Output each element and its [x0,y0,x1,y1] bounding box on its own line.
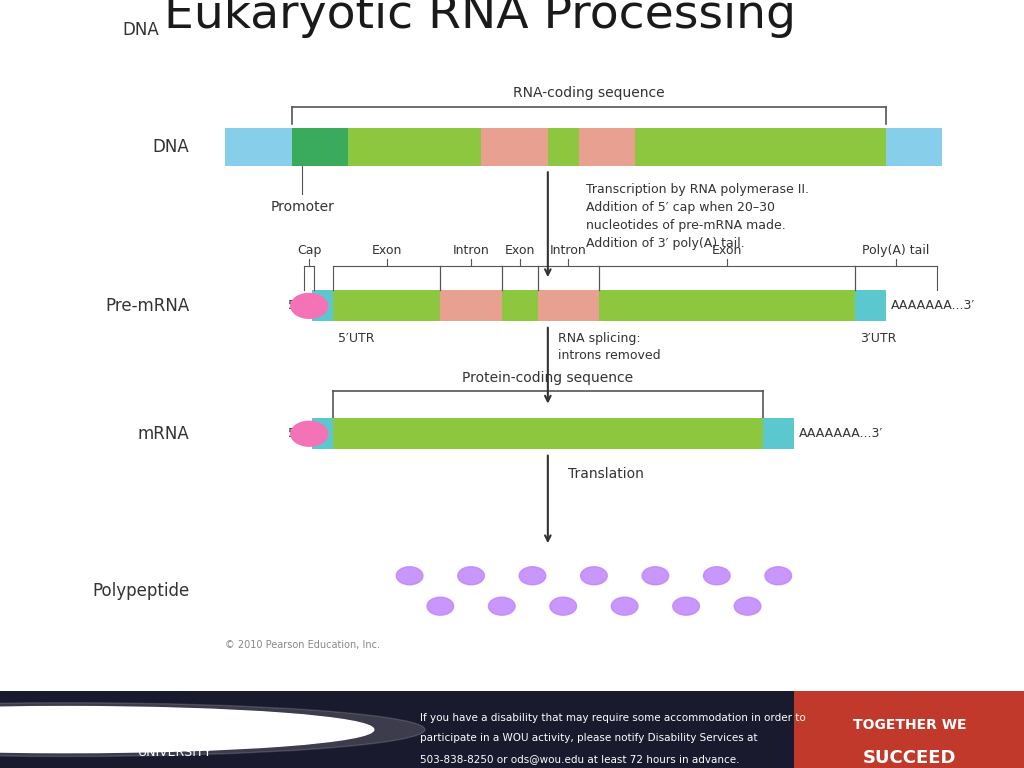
Circle shape [458,567,484,584]
Circle shape [0,707,374,753]
Text: Western Oregon: Western Oregon [138,716,303,733]
Text: Intron: Intron [453,244,489,257]
FancyBboxPatch shape [440,290,502,321]
Text: UNIVERSITY: UNIVERSITY [138,746,213,760]
Text: Transcription by RNA polymerase II.
Addition of 5′ cap when 20–30
nucleotides of: Transcription by RNA polymerase II. Addi… [586,183,809,250]
Text: Eukaryotic RNA Processing: Eukaryotic RNA Processing [164,0,796,38]
Text: 5′UTR: 5′UTR [338,332,375,345]
FancyBboxPatch shape [548,127,579,166]
Circle shape [642,567,669,584]
Circle shape [427,598,454,615]
Text: DNA: DNA [122,21,159,38]
FancyBboxPatch shape [635,127,886,166]
FancyBboxPatch shape [538,290,599,321]
Text: participate in a WOU activity, please notify Disability Services at: participate in a WOU activity, please no… [420,733,758,743]
Text: RNA splicing:
introns removed: RNA splicing: introns removed [558,332,660,362]
Text: 503-838-8250 or ods@wou.edu at least 72 hours in advance.: 503-838-8250 or ods@wou.edu at least 72 … [420,754,739,764]
Text: Exon: Exon [712,244,742,257]
Text: Promoter: Promoter [270,200,334,214]
Text: Exon: Exon [372,244,401,257]
Circle shape [291,422,328,446]
Circle shape [550,598,577,615]
Circle shape [765,567,792,584]
Circle shape [396,567,423,584]
FancyBboxPatch shape [481,127,548,166]
Circle shape [703,567,730,584]
Circle shape [673,598,699,615]
Text: DNA: DNA [153,138,189,156]
Text: Pre-mRNA: Pre-mRNA [105,297,189,315]
FancyBboxPatch shape [502,290,538,321]
FancyBboxPatch shape [579,127,635,166]
FancyBboxPatch shape [0,691,1024,768]
Circle shape [488,598,515,615]
Circle shape [519,567,546,584]
Text: 5′: 5′ [288,427,299,440]
Circle shape [734,598,761,615]
FancyBboxPatch shape [312,418,333,449]
FancyBboxPatch shape [333,418,763,449]
Circle shape [581,567,607,584]
Circle shape [611,598,638,615]
FancyBboxPatch shape [292,127,348,166]
Text: Polypeptide: Polypeptide [92,582,189,600]
Text: Cap: Cap [297,244,322,257]
FancyBboxPatch shape [763,418,794,449]
Text: If you have a disability that may require some accommodation in order to: If you have a disability that may requir… [420,713,806,723]
FancyBboxPatch shape [225,127,942,166]
FancyBboxPatch shape [855,290,886,321]
FancyBboxPatch shape [599,290,855,321]
Circle shape [0,703,425,756]
Text: © 2010 Pearson Education, Inc.: © 2010 Pearson Education, Inc. [225,640,380,650]
Text: SUCCEED: SUCCEED [862,749,956,766]
Text: Exon: Exon [505,244,535,257]
Text: Poly(A) tail: Poly(A) tail [862,244,930,257]
Text: 3′UTR: 3′UTR [860,332,897,345]
Text: mRNA: mRNA [137,425,189,442]
FancyBboxPatch shape [794,691,1024,768]
FancyBboxPatch shape [333,290,440,321]
Text: AAAAAAA...3′: AAAAAAA...3′ [891,300,975,313]
FancyBboxPatch shape [348,127,481,166]
Text: TOGETHER WE: TOGETHER WE [853,718,966,732]
Text: AAAAAAA...3′: AAAAAAA...3′ [799,427,883,440]
Circle shape [291,293,328,318]
Text: Intron: Intron [550,244,587,257]
Text: RNA-coding sequence: RNA-coding sequence [513,86,665,100]
Text: Translation: Translation [568,467,644,481]
Text: 5′: 5′ [288,300,299,313]
Text: Protein-coding sequence: Protein-coding sequence [462,371,634,385]
FancyBboxPatch shape [312,290,333,321]
